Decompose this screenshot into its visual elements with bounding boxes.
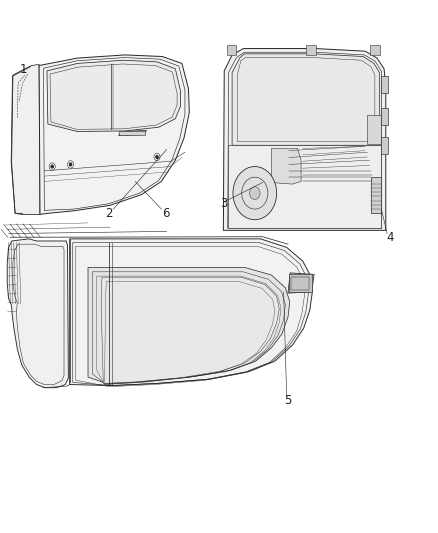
Circle shape — [155, 156, 158, 159]
Bar — [227, 45, 237, 55]
Polygon shape — [70, 239, 312, 385]
Text: 1: 1 — [20, 63, 27, 76]
Polygon shape — [272, 149, 301, 184]
Bar — [119, 131, 145, 135]
Polygon shape — [47, 60, 180, 132]
Polygon shape — [12, 64, 40, 214]
Circle shape — [51, 165, 53, 168]
Circle shape — [69, 163, 72, 166]
Polygon shape — [288, 273, 314, 293]
Polygon shape — [101, 277, 279, 383]
Polygon shape — [119, 131, 147, 136]
Polygon shape — [88, 268, 290, 383]
Text: 6: 6 — [162, 207, 170, 220]
Polygon shape — [371, 177, 381, 213]
Polygon shape — [7, 239, 68, 387]
Bar — [381, 108, 389, 125]
Circle shape — [250, 187, 260, 199]
Polygon shape — [228, 146, 381, 228]
Bar — [370, 45, 380, 55]
Text: 4: 4 — [386, 231, 394, 244]
Polygon shape — [223, 49, 386, 230]
Text: 5: 5 — [284, 394, 292, 407]
Text: 2: 2 — [105, 207, 113, 220]
Text: 3: 3 — [220, 197, 227, 211]
Bar — [306, 45, 316, 55]
Bar — [289, 274, 311, 292]
Polygon shape — [232, 54, 380, 146]
Bar — [291, 277, 308, 290]
Bar — [381, 137, 389, 154]
Circle shape — [233, 166, 277, 220]
Polygon shape — [367, 115, 381, 144]
Polygon shape — [39, 55, 189, 214]
Bar — [381, 76, 389, 93]
